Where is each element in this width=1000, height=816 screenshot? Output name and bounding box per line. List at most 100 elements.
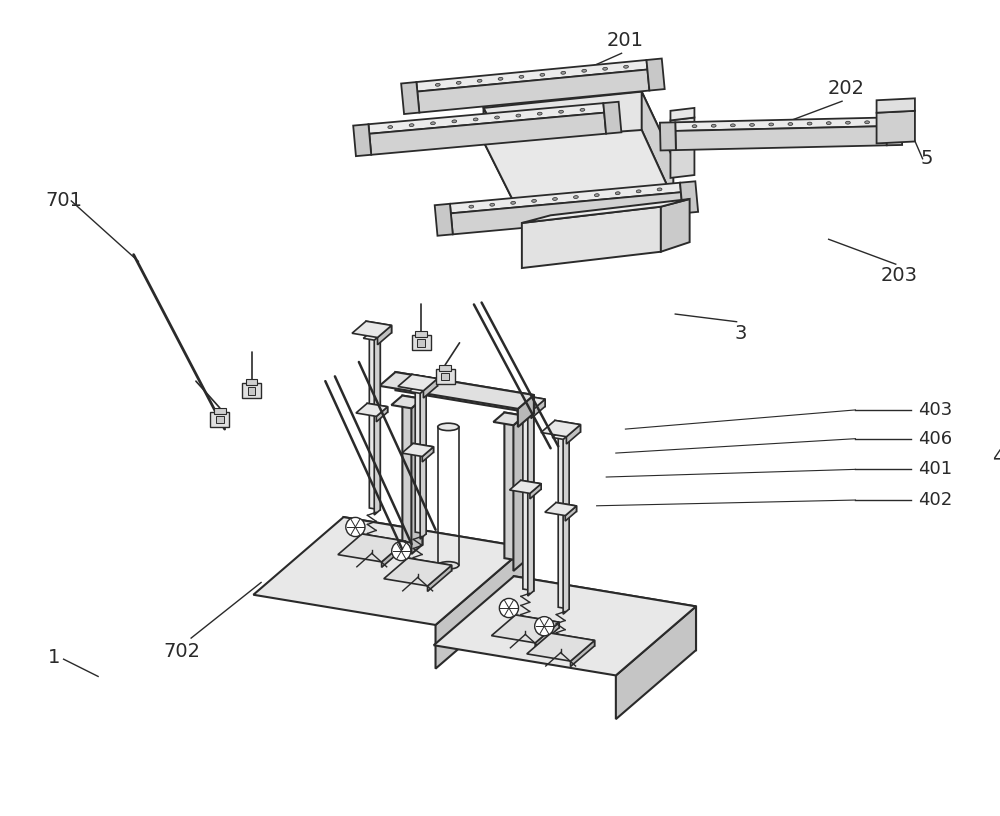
Polygon shape <box>413 443 433 452</box>
Text: 201: 201 <box>607 31 644 51</box>
Text: 401: 401 <box>918 460 952 478</box>
Ellipse shape <box>826 122 831 125</box>
Polygon shape <box>402 443 433 456</box>
Ellipse shape <box>473 118 478 121</box>
Polygon shape <box>675 118 886 131</box>
Ellipse shape <box>490 203 495 206</box>
Polygon shape <box>504 412 524 561</box>
Polygon shape <box>563 434 569 614</box>
Text: 403: 403 <box>918 401 952 419</box>
Polygon shape <box>493 412 524 425</box>
Bar <box>214 408 226 414</box>
Ellipse shape <box>582 69 587 73</box>
Polygon shape <box>379 372 534 409</box>
Text: 1: 1 <box>48 648 60 667</box>
Ellipse shape <box>807 122 812 125</box>
Text: 402: 402 <box>918 491 952 509</box>
Polygon shape <box>484 91 673 175</box>
Polygon shape <box>565 506 576 521</box>
Polygon shape <box>646 59 665 91</box>
Polygon shape <box>374 335 380 515</box>
Polygon shape <box>514 576 696 650</box>
Ellipse shape <box>657 188 662 191</box>
Bar <box>436 369 455 384</box>
Polygon shape <box>670 108 694 121</box>
Ellipse shape <box>477 79 482 82</box>
Polygon shape <box>376 406 388 422</box>
Polygon shape <box>616 606 696 719</box>
Ellipse shape <box>537 113 542 115</box>
Polygon shape <box>886 118 902 145</box>
Ellipse shape <box>594 193 599 197</box>
Circle shape <box>392 542 411 561</box>
Ellipse shape <box>540 73 545 76</box>
Polygon shape <box>484 108 517 209</box>
Polygon shape <box>416 60 647 91</box>
Polygon shape <box>530 484 541 499</box>
Ellipse shape <box>769 123 774 126</box>
Polygon shape <box>423 379 437 398</box>
Polygon shape <box>435 204 453 236</box>
Text: 3: 3 <box>734 324 747 343</box>
Polygon shape <box>521 481 541 489</box>
Ellipse shape <box>692 125 697 127</box>
Polygon shape <box>382 541 406 567</box>
Polygon shape <box>434 576 696 676</box>
Polygon shape <box>436 548 526 668</box>
Ellipse shape <box>553 197 557 201</box>
Polygon shape <box>660 122 676 150</box>
Polygon shape <box>518 395 534 427</box>
Polygon shape <box>523 407 534 591</box>
Bar <box>415 331 427 337</box>
Ellipse shape <box>846 122 850 124</box>
Polygon shape <box>661 199 690 251</box>
Text: 202: 202 <box>827 79 864 99</box>
Polygon shape <box>541 420 580 437</box>
Polygon shape <box>535 623 559 649</box>
Ellipse shape <box>636 190 641 193</box>
Polygon shape <box>415 386 426 534</box>
Ellipse shape <box>532 199 536 202</box>
Polygon shape <box>417 69 649 113</box>
Polygon shape <box>356 403 388 416</box>
Polygon shape <box>566 424 580 444</box>
Ellipse shape <box>865 121 869 124</box>
Ellipse shape <box>409 124 414 126</box>
Polygon shape <box>558 432 569 609</box>
Ellipse shape <box>452 120 457 122</box>
Polygon shape <box>571 641 595 667</box>
Polygon shape <box>450 183 681 213</box>
Ellipse shape <box>561 71 566 74</box>
Polygon shape <box>369 113 606 155</box>
Polygon shape <box>506 395 545 411</box>
Polygon shape <box>366 322 392 333</box>
Polygon shape <box>527 633 595 661</box>
Polygon shape <box>398 375 437 391</box>
Bar <box>248 387 255 395</box>
Polygon shape <box>528 409 534 596</box>
Text: 406: 406 <box>918 430 952 448</box>
Ellipse shape <box>788 122 793 126</box>
Circle shape <box>346 517 365 537</box>
Polygon shape <box>552 432 569 439</box>
Polygon shape <box>409 386 426 393</box>
Ellipse shape <box>388 126 393 129</box>
Polygon shape <box>420 388 426 539</box>
Ellipse shape <box>431 122 435 125</box>
Text: 702: 702 <box>163 642 200 661</box>
Polygon shape <box>391 396 422 408</box>
Polygon shape <box>545 503 576 516</box>
Polygon shape <box>428 565 452 592</box>
Polygon shape <box>368 103 604 134</box>
Bar <box>439 365 451 370</box>
Ellipse shape <box>603 68 608 70</box>
Ellipse shape <box>559 110 563 113</box>
Polygon shape <box>338 534 406 562</box>
Polygon shape <box>352 322 392 338</box>
Circle shape <box>535 617 554 636</box>
Polygon shape <box>491 615 559 643</box>
Polygon shape <box>367 403 388 412</box>
Ellipse shape <box>624 65 628 69</box>
Polygon shape <box>680 181 698 213</box>
Polygon shape <box>520 395 545 406</box>
